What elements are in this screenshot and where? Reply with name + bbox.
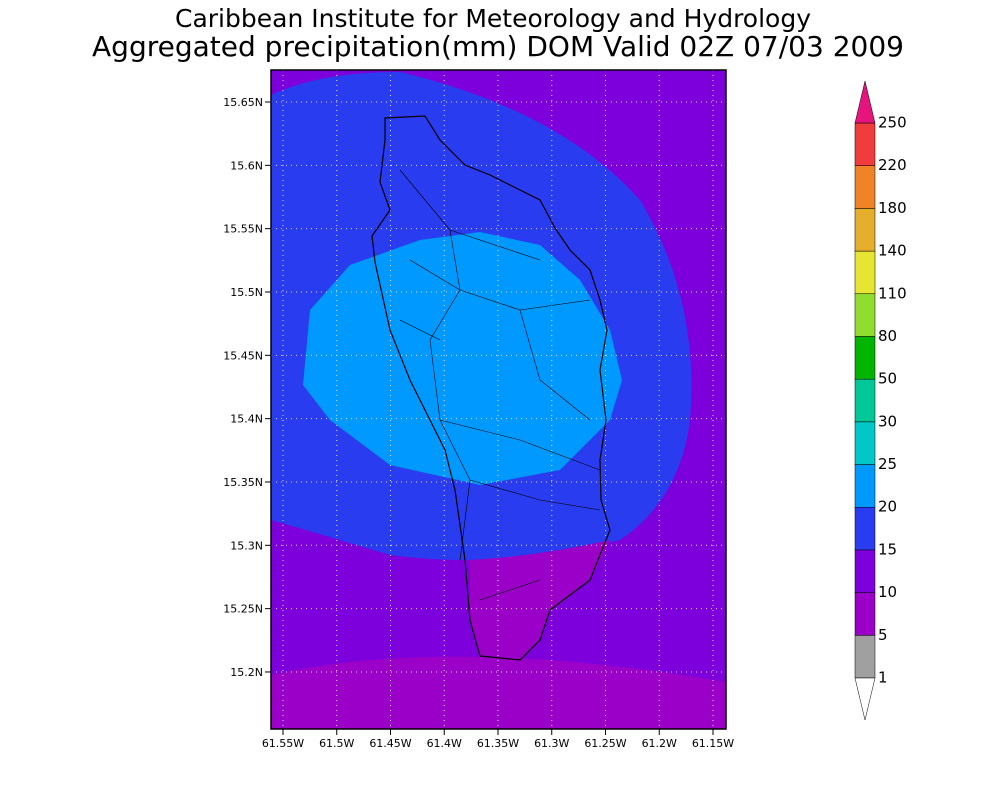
colorbar-above bbox=[854, 80, 876, 124]
colorbar-label: 80 bbox=[878, 327, 897, 345]
lat-tick-label: 15.45N bbox=[223, 349, 263, 362]
colorbar-box bbox=[854, 592, 876, 636]
lon-tick-label: 61.25W bbox=[584, 737, 626, 750]
colorbar-label: 20 bbox=[878, 498, 897, 516]
lat-tick-label: 15.4N bbox=[230, 413, 263, 426]
colorbar-label: 250 bbox=[878, 114, 907, 132]
lat-tick-label: 15.6N bbox=[230, 159, 263, 172]
lat-tick-label: 15.3N bbox=[230, 539, 263, 552]
lat-tick-label: 15.2N bbox=[230, 666, 263, 679]
colorbar-box bbox=[854, 549, 876, 593]
colorbar-label: 15 bbox=[878, 540, 897, 558]
colorbar-label: 110 bbox=[878, 284, 907, 302]
colorbar-label: 140 bbox=[878, 242, 907, 260]
colorbar-box bbox=[854, 208, 876, 252]
axes: 61.55W 61.5W 61.45W 61.4W 61.35W 61.3W 61.25W 6… bbox=[223, 96, 734, 750]
field-5-10-island bbox=[470, 540, 610, 660]
lon-tick-label: 61.55W bbox=[262, 737, 304, 750]
colorbar-box bbox=[854, 293, 876, 337]
subtitle: Aggregated precipitation(mm) DOM Valid 0… bbox=[92, 30, 904, 63]
lon-tick-label: 61.45W bbox=[369, 737, 411, 750]
colorbar-label: 5 bbox=[878, 626, 888, 644]
grid bbox=[271, 70, 726, 729]
colorbar-label: 30 bbox=[878, 412, 897, 430]
colorbar-label: 180 bbox=[878, 199, 907, 217]
lon-tick-label: 61.35W bbox=[477, 737, 519, 750]
colorbar-label: 10 bbox=[878, 583, 897, 601]
colorbar-label: 50 bbox=[878, 370, 897, 388]
colorbar-box bbox=[854, 635, 876, 679]
lat-tick-label: 15.55N bbox=[223, 223, 263, 236]
colorbar-box bbox=[854, 336, 876, 380]
island-outline bbox=[371, 115, 611, 661]
colorbar-below bbox=[854, 677, 876, 721]
colorbar-box bbox=[854, 165, 876, 209]
colorbar-box bbox=[854, 378, 876, 423]
colorbar-box bbox=[854, 506, 876, 551]
colorbar-label: 1 bbox=[878, 669, 888, 687]
lat-tick-label: 15.5N bbox=[230, 286, 263, 299]
lon-tick-label: 61.3W bbox=[534, 737, 569, 750]
map-field bbox=[271, 70, 726, 729]
lat-tick-label: 15.25N bbox=[223, 603, 263, 616]
colorbar-box bbox=[854, 421, 876, 465]
title: Caribbean Institute for Meteorology and … bbox=[175, 4, 811, 33]
colorbar-box bbox=[854, 122, 876, 166]
lon-tick-label: 61.2W bbox=[642, 737, 677, 750]
colorbar-label: 25 bbox=[878, 455, 897, 473]
colorbar-box bbox=[854, 250, 876, 295]
lat-tick-label: 15.65N bbox=[223, 96, 263, 109]
colorbar-label: 220 bbox=[878, 156, 907, 174]
colorbar-box bbox=[854, 464, 876, 508]
rivers bbox=[399, 169, 601, 601]
lon-tick-label: 61.4W bbox=[427, 737, 462, 750]
lon-tick-label: 61.15W bbox=[692, 737, 734, 750]
lat-tick-label: 15.35N bbox=[223, 476, 263, 489]
lon-tick-label: 61.5W bbox=[319, 737, 354, 750]
field-5-10-south bbox=[271, 656, 726, 729]
